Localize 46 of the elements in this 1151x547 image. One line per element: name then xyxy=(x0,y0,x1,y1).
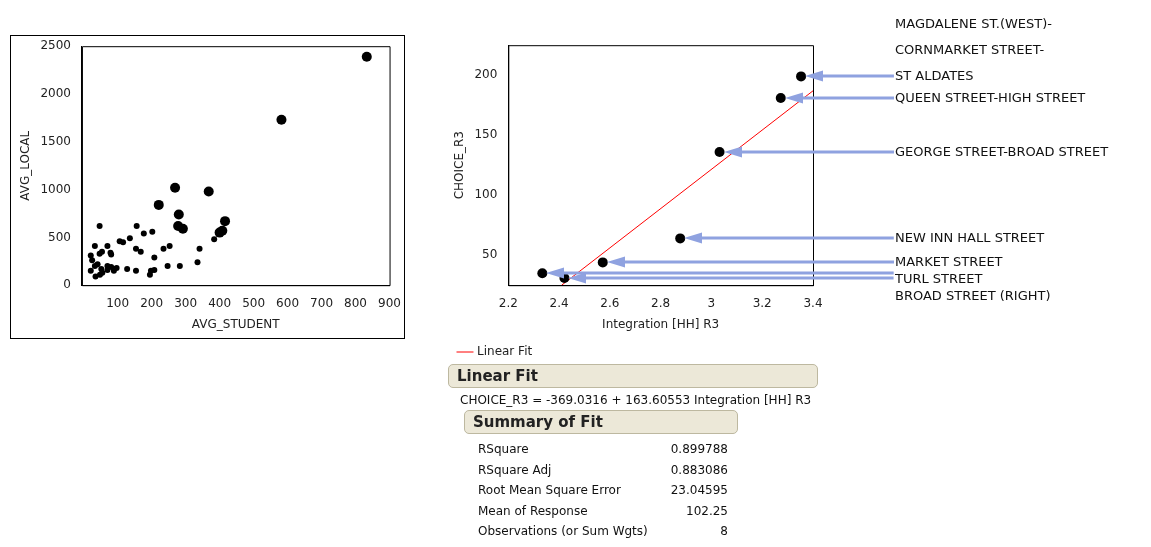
text: Observations (or Sum Wgts) 8 xyxy=(478,524,728,538)
x-tick-label: 100 xyxy=(106,295,130,310)
y-tick-label: 1000 xyxy=(40,181,71,196)
y-tick-label: 1500 xyxy=(40,133,71,148)
y-axis-title: CHOICE_R3 xyxy=(452,131,467,200)
x-tick-label: 2.6 xyxy=(600,295,620,310)
y-tick-label: 50 xyxy=(482,247,498,262)
x-tick-label: 3.4 xyxy=(803,295,823,310)
text: MAGDALENE ST.(WEST)- CORNMARKET STREET- ST ALDATES xyxy=(895,15,1053,86)
y-axis-title: AVG_LOCAL xyxy=(18,130,33,201)
x-tick-label: 900 xyxy=(378,295,401,310)
text: TURL STREET xyxy=(895,271,983,287)
y-tick-label: 150 xyxy=(474,127,498,142)
x-tick-label: 3 xyxy=(707,295,716,310)
y-tick-label: 500 xyxy=(48,229,71,244)
x-tick-label: 2.4 xyxy=(549,295,569,310)
text: RSquare Adj 0.883086 xyxy=(478,462,728,477)
x-tick-label: 800 xyxy=(344,295,368,310)
text: Mean of Response 102.25 xyxy=(478,503,728,518)
x-tick-label: 3.2 xyxy=(752,295,772,310)
y-tick-label: 2000 xyxy=(40,86,71,101)
x-tick-label: 400 xyxy=(208,295,232,310)
text: QUEEN STREET-HIGH STREET xyxy=(895,89,1086,107)
text: RSquare 0.899788 xyxy=(478,442,728,456)
text: NEW INN HALL STREET xyxy=(895,229,1045,248)
y-tick-label: 200 xyxy=(474,67,498,82)
text: MARKET STREET xyxy=(895,254,1003,270)
y-tick-label: 0 xyxy=(63,277,71,292)
x-tick-label: 300 xyxy=(174,295,198,310)
text: Linear Fit xyxy=(448,364,818,388)
x-tick-label: 2.2 xyxy=(498,295,518,310)
x-axis-title: Integration [HH] R3 xyxy=(602,316,720,331)
text: Root Mean Square Error 23.04595 xyxy=(478,483,728,497)
x-tick-label: 500 xyxy=(242,295,266,310)
x-tick-label: 2.8 xyxy=(651,295,671,310)
legend-label: Linear Fit xyxy=(477,344,533,359)
x-axis-title: AVG_STUDENT xyxy=(191,316,281,331)
text: CHOICE_R3 = -369.0316 + 163.60553 Integration [HH] R3 xyxy=(460,393,813,407)
x-tick-label: 600 xyxy=(276,295,300,310)
text: GEORGE STREET-BROAD STREET xyxy=(895,143,1109,161)
x-tick-label: 700 xyxy=(310,295,334,310)
y-tick-label: 2500 xyxy=(40,38,71,53)
text: BROAD STREET (RIGHT) xyxy=(895,288,1051,304)
y-tick-label: 100 xyxy=(474,187,498,202)
x-tick-label: 200 xyxy=(140,295,164,310)
text: Summary of Fit xyxy=(464,410,738,434)
